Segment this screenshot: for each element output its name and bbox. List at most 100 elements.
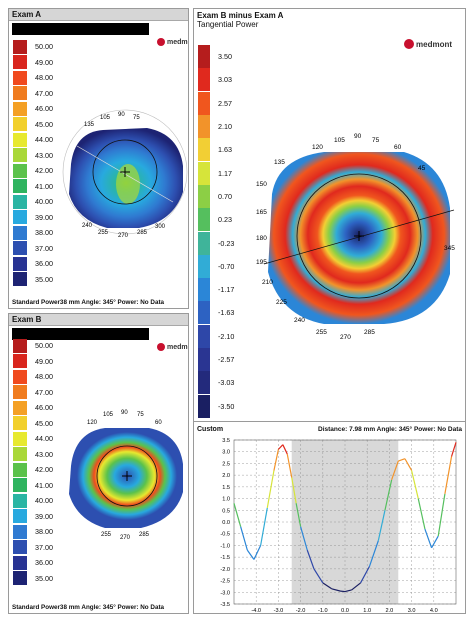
scale-swatch: [198, 208, 210, 232]
y-tick-label: 3.0: [222, 450, 230, 456]
scale-swatch: [13, 132, 27, 147]
scale-row: 42.00: [13, 163, 73, 179]
patient-info-redacted: [12, 328, 149, 340]
scale-swatch: [13, 524, 27, 539]
scale-label: 38.00: [35, 228, 53, 238]
scale-label: 40.00: [35, 496, 53, 506]
scale-label: 41.00: [35, 181, 53, 191]
scale-swatch: [13, 338, 27, 353]
profile-line-segment: [260, 507, 268, 546]
scale-row: 2.57: [198, 91, 258, 115]
axis-label-120: 120: [312, 144, 323, 151]
scale-swatch: [13, 462, 27, 477]
scale-swatch: [13, 86, 27, 101]
profile-line-segment: [411, 470, 419, 499]
scale-row: 47.00: [13, 385, 73, 401]
exam-b-topography-map[interactable]: 90 105 75 120 60 255 270 285: [55, 402, 189, 542]
scale-swatch: [13, 179, 27, 194]
scale-row: 0.23: [198, 208, 258, 232]
axis-label-105: 105: [334, 137, 345, 144]
scale-row: 43.00: [13, 447, 73, 463]
axis-label-255: 255: [98, 230, 109, 236]
scale-row: -3.03: [198, 371, 258, 395]
axis-label-225: 225: [276, 299, 287, 306]
axis-label-75: 75: [137, 412, 144, 418]
scale-label: 39.00: [35, 511, 53, 521]
scale-label: 35.00: [35, 573, 53, 583]
scale-label: 37.00: [35, 542, 53, 552]
scale-row: 35.00: [13, 272, 73, 288]
difference-title: Exam B minus Exam A: [197, 11, 284, 20]
axis-label-105: 105: [100, 115, 111, 121]
axis-label-105: 105: [103, 412, 114, 418]
axis-label-135: 135: [274, 159, 285, 166]
y-tick-label: 1.0: [222, 497, 230, 503]
scale-label: -0.23: [218, 238, 235, 248]
scale-swatch: [198, 301, 210, 325]
scale-label: -1.17: [218, 285, 235, 295]
axis-label-270: 270: [340, 334, 351, 341]
scale-swatch: [13, 148, 27, 163]
profile-line-segment: [277, 444, 284, 450]
axis-label-255: 255: [316, 329, 327, 336]
profile-line-segment: [273, 449, 279, 471]
x-tick-label: 1.0: [363, 608, 371, 614]
scale-swatch: [13, 416, 27, 431]
scale-row: 44.00: [13, 132, 73, 148]
axis-label-285: 285: [137, 230, 148, 236]
difference-topography-map[interactable]: 90 105 75 120 60 135 45 150 165 180 195 …: [254, 124, 464, 349]
scale-label: 45.00: [35, 418, 53, 428]
axis-label-90: 90: [118, 112, 125, 118]
scale-row: 50.00: [13, 39, 73, 55]
profile-line-segment: [404, 458, 413, 471]
x-tick-label: -4.0: [251, 608, 261, 614]
axis-label-345: 345: [444, 245, 455, 252]
difference-subtitle: Tangential Power: [197, 20, 259, 29]
scale-swatch: [198, 324, 210, 348]
scale-swatch: [13, 369, 27, 384]
scale-row: 41.00: [13, 478, 73, 494]
scale-swatch: [198, 348, 210, 371]
scale-label: 1.17: [218, 168, 232, 178]
scale-swatch: [13, 540, 27, 555]
profile-line-segment: [286, 453, 293, 478]
scale-row: 37.00: [13, 241, 73, 257]
exam-a-topography-map[interactable]: 90 105 75 135 240 255 270 285 300: [55, 104, 189, 244]
scale-row: 49.00: [13, 55, 73, 71]
scale-row: -1.17: [198, 278, 258, 302]
y-tick-label: 2.0: [222, 473, 230, 479]
scale-swatch: [13, 555, 27, 570]
scale-label: 0.23: [218, 215, 232, 225]
scale-swatch: [198, 138, 210, 162]
scale-swatch: [13, 354, 27, 369]
profile-line-segment: [368, 540, 379, 567]
medmont-logo: medmont: [157, 38, 188, 46]
axis-label-150: 150: [256, 181, 267, 188]
axis-label-240: 240: [294, 317, 305, 324]
scale-label: -3.50: [218, 401, 235, 411]
axis-label-90: 90: [354, 133, 362, 140]
scale-label: -1.63: [218, 308, 235, 318]
profile-line-segment: [266, 470, 275, 509]
scale-row: 40.00: [13, 194, 73, 210]
profile-line-segment: [291, 477, 297, 504]
scale-row: 0.70: [198, 184, 258, 208]
scale-swatch: [13, 400, 27, 415]
profile-chart[interactable]: 3.5 3.0 2.5 2.0 1.5 1.0 0.5 0.0 -0.5 -1.0 -1.5 -2.0…: [194, 434, 466, 614]
x-tick-label: 0.0: [341, 608, 349, 614]
exam-a-panel: Exam A medmont 50.00 49.00 48.00 47.00 46.00…: [8, 8, 189, 309]
scale-row: 43.00: [13, 148, 73, 164]
scale-label: 36.00: [35, 558, 53, 568]
scale-row: 45.00: [13, 117, 73, 133]
medmont-logo: medmont: [157, 343, 188, 351]
scale-label: 3.50: [218, 52, 232, 62]
profile-line-segment: [240, 526, 248, 551]
scale-row: 39.00: [13, 509, 73, 525]
axis-label-180: 180: [256, 235, 267, 242]
scale-label: 42.00: [35, 465, 53, 475]
scale-row: -3.50: [198, 394, 258, 418]
profile-line-segment: [398, 458, 406, 462]
scale-swatch: [13, 256, 27, 271]
x-tick-label: 2.0: [386, 608, 394, 614]
scale-row: 38.00: [13, 225, 73, 241]
